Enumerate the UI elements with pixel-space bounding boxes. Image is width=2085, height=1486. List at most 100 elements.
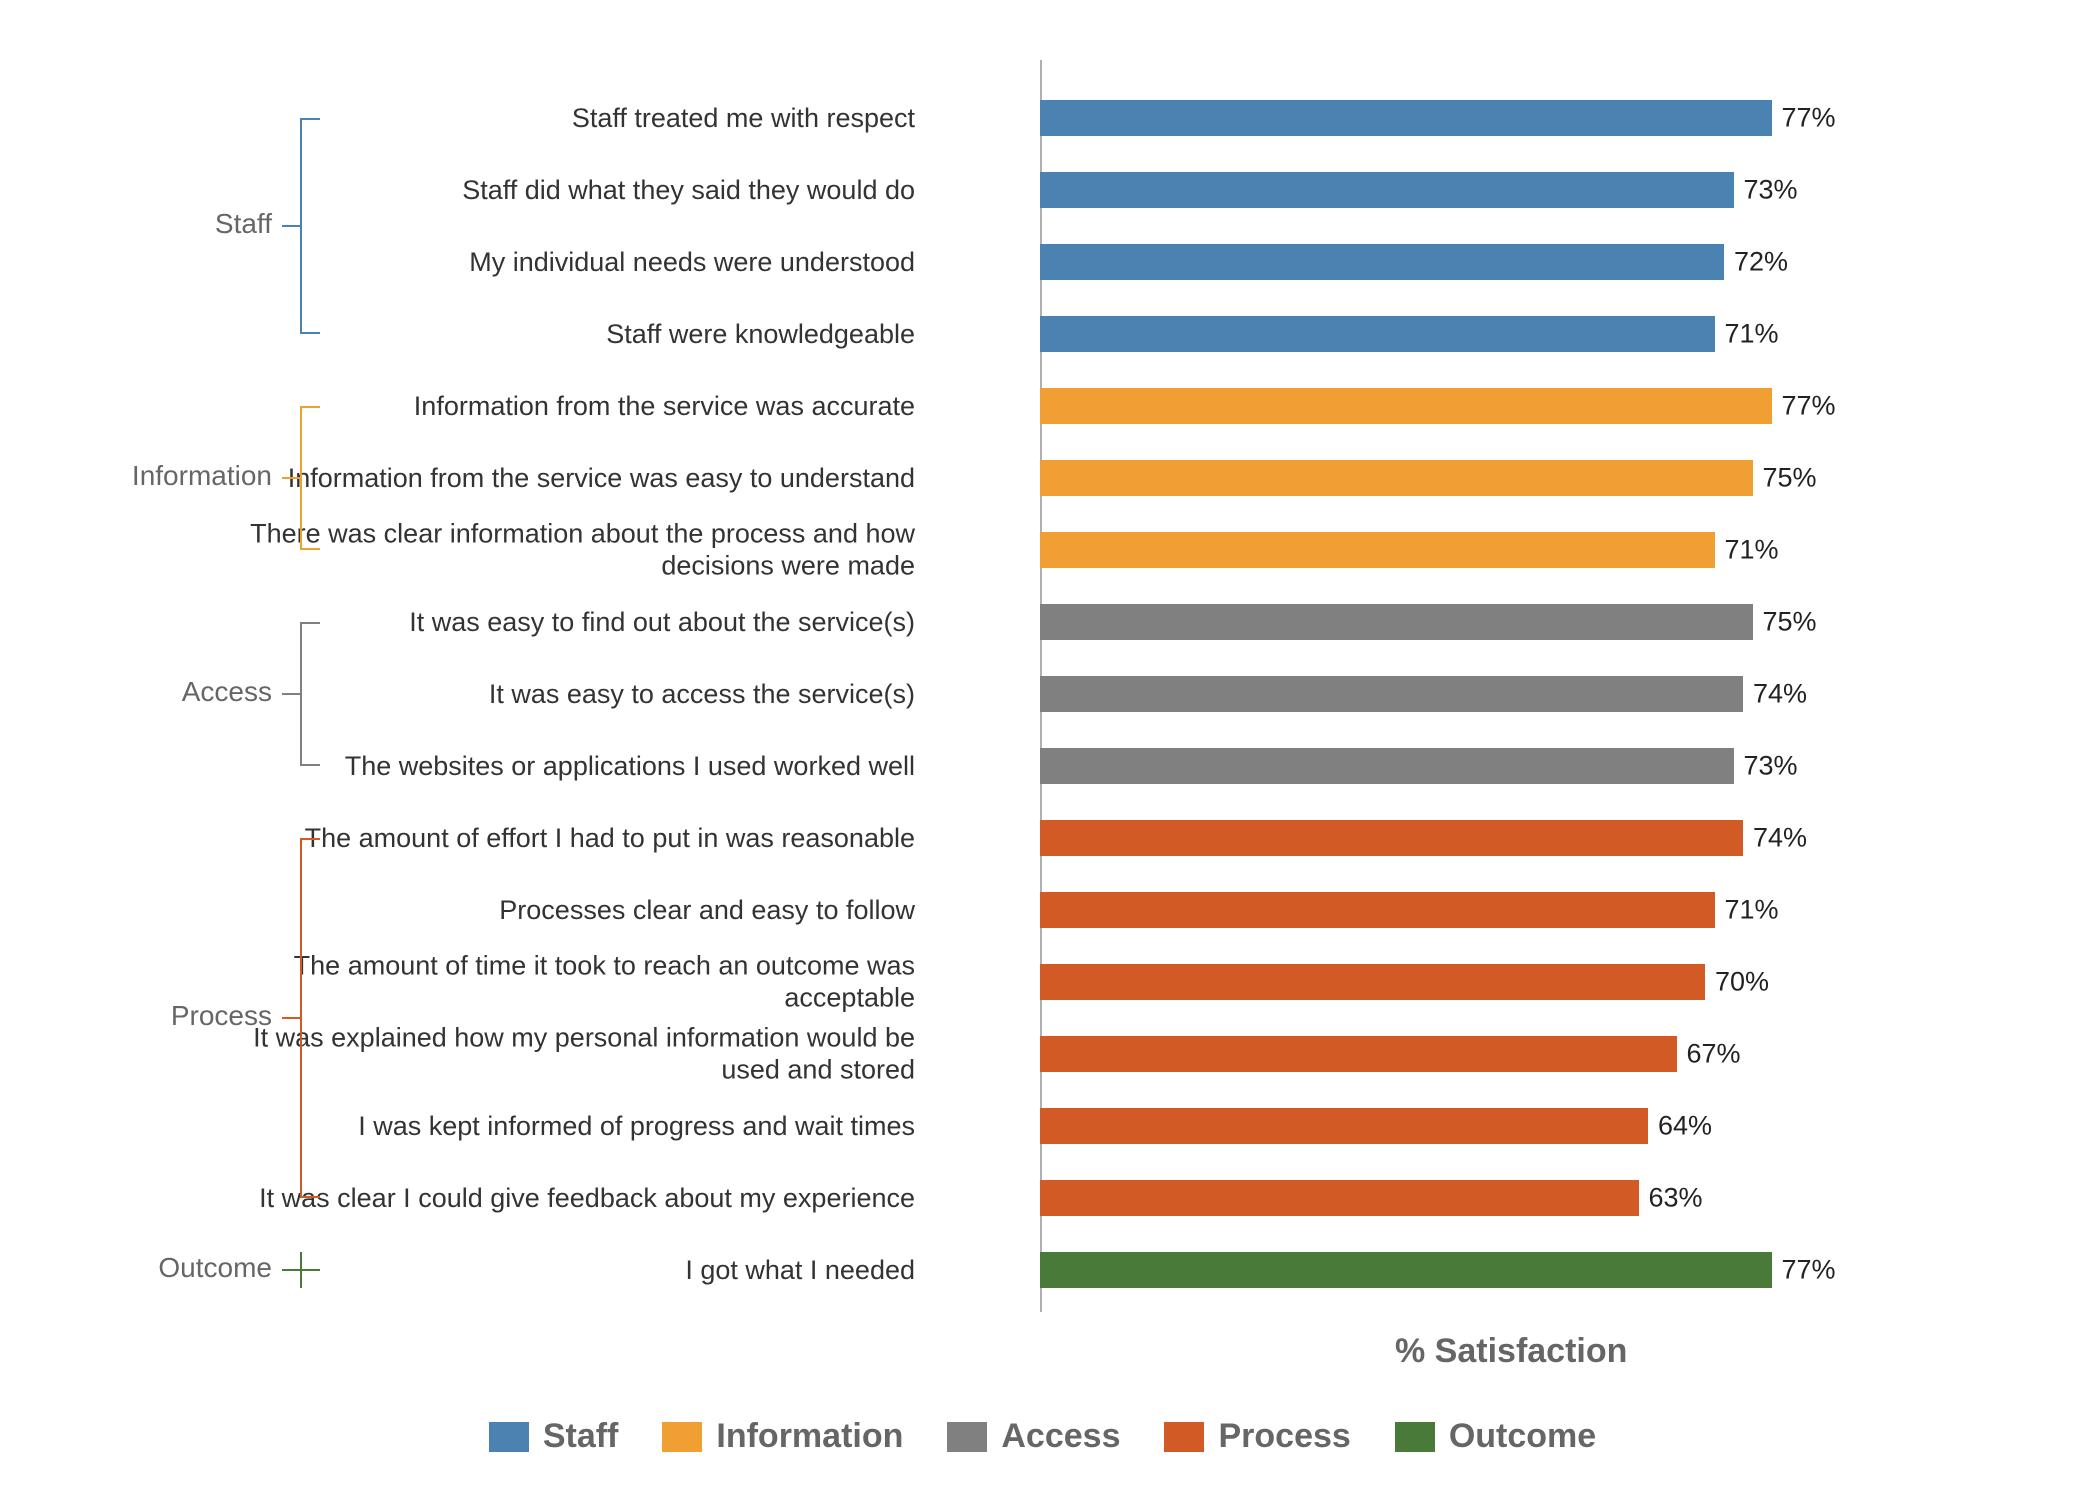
question-label: Processes clear and easy to follow — [215, 894, 915, 926]
group-bracket-tick — [282, 1017, 300, 1019]
legend-swatch — [489, 1422, 529, 1452]
legend-item: Information — [662, 1417, 903, 1456]
bar — [1040, 172, 1734, 208]
question-label: I was kept informed of progress and wait… — [215, 1110, 915, 1142]
chart-row: It was explained how my personal informa… — [40, 1036, 2005, 1072]
group-bracket-tick — [282, 1269, 300, 1271]
value-label: 63% — [1649, 1183, 1703, 1214]
value-label: 77% — [1782, 1255, 1836, 1286]
chart-row: There was clear information about the pr… — [40, 532, 2005, 568]
value-label: 71% — [1725, 319, 1779, 350]
value-label: 77% — [1782, 103, 1836, 134]
group-label: Staff — [40, 208, 272, 240]
group-bracket — [300, 838, 320, 1198]
bar — [1040, 676, 1743, 712]
value-label: 77% — [1782, 391, 1836, 422]
group-label: Process — [40, 1000, 272, 1032]
value-label: 74% — [1753, 823, 1807, 854]
value-label: 75% — [1763, 463, 1817, 494]
group-bracket — [300, 406, 320, 550]
chart-row: My individual needs were understood 72% — [40, 244, 2005, 280]
chart-row: I got what I needed 77% — [40, 1252, 2005, 1288]
x-axis-title: % Satisfaction — [1395, 1332, 1627, 1371]
bar — [1040, 964, 1705, 1000]
chart-row: Staff treated me with respect 77% — [40, 100, 2005, 136]
question-label: The amount of time it took to reach an o… — [215, 950, 915, 1015]
value-label: 70% — [1715, 967, 1769, 998]
question-label: Information from the service was easy to… — [215, 462, 915, 494]
legend-swatch — [947, 1422, 987, 1452]
chart-row: The amount of time it took to reach an o… — [40, 964, 2005, 1000]
chart-row: The amount of effort I had to put in was… — [40, 820, 2005, 856]
chart-row: Processes clear and easy to follow 71% — [40, 892, 2005, 928]
value-label: 64% — [1658, 1111, 1712, 1142]
value-label: 67% — [1687, 1039, 1741, 1070]
bar — [1040, 892, 1715, 928]
legend-item: Process — [1164, 1417, 1350, 1456]
value-label: 74% — [1753, 679, 1807, 710]
chart-row: Information from the service was easy to… — [40, 460, 2005, 496]
bar — [1040, 604, 1753, 640]
group-bracket-tick — [282, 225, 300, 227]
bar — [1040, 532, 1715, 568]
value-label: 75% — [1763, 607, 1817, 638]
group-bracket — [300, 1269, 320, 1271]
question-label: The websites or applications I used work… — [215, 750, 915, 782]
bar — [1040, 820, 1743, 856]
legend-label: Process — [1218, 1417, 1350, 1456]
satisfaction-chart: Staff treated me with respect 77% Staff di… — [0, 0, 2085, 1486]
bar — [1040, 1180, 1639, 1216]
value-label: 72% — [1734, 247, 1788, 278]
bar — [1040, 1252, 1772, 1288]
bar — [1040, 388, 1772, 424]
chart-row: It was easy to find out about the servic… — [40, 604, 2005, 640]
group-label: Access — [40, 676, 272, 708]
legend-label: Staff — [543, 1417, 619, 1456]
question-label: It was explained how my personal informa… — [215, 1022, 915, 1087]
value-label: 71% — [1725, 535, 1779, 566]
question-label: The amount of effort I had to put in was… — [215, 822, 915, 854]
chart-row: Information from the service was accurat… — [40, 388, 2005, 424]
bar — [1040, 100, 1772, 136]
bar — [1040, 316, 1715, 352]
legend-item: Access — [947, 1417, 1120, 1456]
chart-row: It was clear I could give feedback about… — [40, 1180, 2005, 1216]
chart-row: It was easy to access the service(s) 74% — [40, 676, 2005, 712]
legend-item: Staff — [489, 1417, 619, 1456]
question-label: It was clear I could give feedback about… — [215, 1182, 915, 1214]
value-label: 71% — [1725, 895, 1779, 926]
chart-row: Staff were knowledgeable 71% — [40, 316, 2005, 352]
question-label: Information from the service was accurat… — [215, 390, 915, 422]
question-label: Staff treated me with respect — [215, 102, 915, 134]
group-bracket-tick — [282, 477, 300, 479]
bar — [1040, 244, 1724, 280]
bar — [1040, 1036, 1677, 1072]
chart-plot-area: Staff treated me with respect 77% Staff di… — [40, 60, 2005, 1340]
value-label: 73% — [1744, 175, 1798, 206]
group-bracket — [300, 1252, 302, 1288]
chart-legend: Staff Information Access Process Outcome — [0, 1417, 2085, 1456]
question-label: It was easy to access the service(s) — [215, 678, 915, 710]
legend-label: Outcome — [1449, 1417, 1596, 1456]
group-bracket — [300, 622, 320, 766]
bar — [1040, 1108, 1648, 1144]
question-label: Staff were knowledgeable — [215, 318, 915, 350]
group-label: Information — [40, 460, 272, 492]
value-label: 73% — [1744, 751, 1798, 782]
legend-label: Information — [716, 1417, 903, 1456]
legend-label: Access — [1001, 1417, 1120, 1456]
group-bracket — [300, 118, 320, 334]
legend-swatch — [1164, 1422, 1204, 1452]
question-label: I got what I needed — [215, 1254, 915, 1286]
question-label: Staff did what they said they would do — [215, 174, 915, 206]
bar — [1040, 748, 1734, 784]
chart-row: Staff did what they said they would do 73… — [40, 172, 2005, 208]
bar — [1040, 460, 1753, 496]
chart-row: The websites or applications I used work… — [40, 748, 2005, 784]
question-label: It was easy to find out about the servic… — [215, 606, 915, 638]
chart-row: I was kept informed of progress and wait… — [40, 1108, 2005, 1144]
legend-item: Outcome — [1395, 1417, 1596, 1456]
group-bracket-tick — [282, 693, 300, 695]
group-label: Outcome — [40, 1252, 272, 1284]
question-label: My individual needs were understood — [215, 246, 915, 278]
